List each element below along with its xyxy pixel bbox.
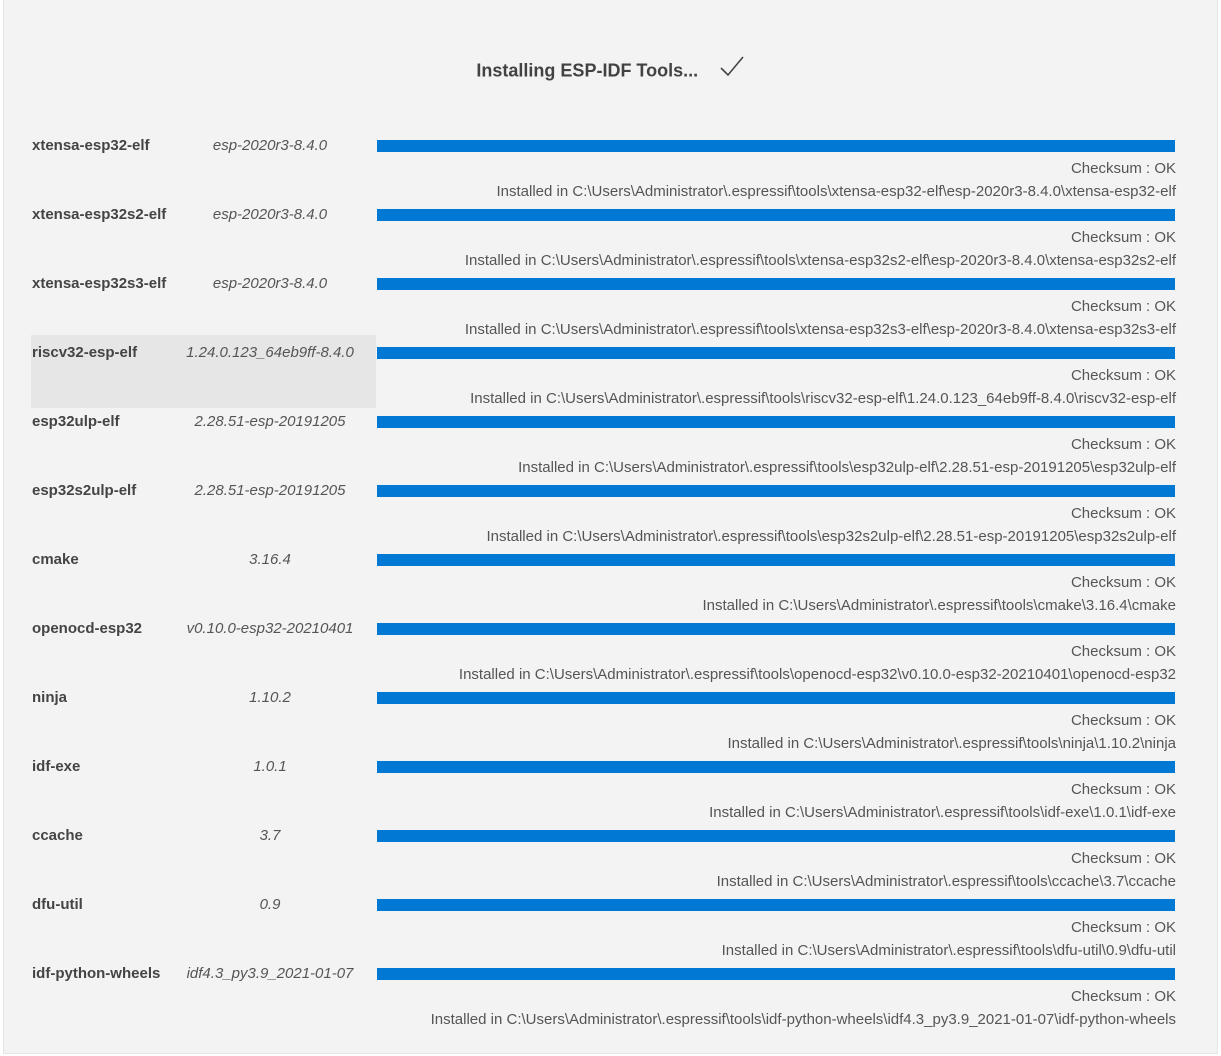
tool-version: idf4.3_py3.9_2021-01-07: [186, 965, 354, 982]
progress-bar: [377, 347, 1175, 359]
checksum-status: Checksum : OK: [1070, 712, 1176, 729]
install-path: Installed in C:\Users\Administrator\.esp…: [470, 390, 1176, 407]
progress-fill: [377, 140, 1175, 152]
progress-bar: [377, 554, 1175, 566]
tool-version: esp-2020r3-8.4.0: [212, 206, 328, 223]
progress-fill: [377, 692, 1175, 704]
tool-name: xtensa-esp32s2-elf: [32, 206, 167, 223]
header: Installing ESP-IDF Tools...: [4, 56, 1217, 84]
tool-version: 1.0.1: [253, 758, 287, 775]
checksum-status: Checksum : OK: [1070, 781, 1176, 798]
tool-row: cmake 3.16.4 Checksum : OK Installed in C:\…: [31, 548, 1176, 617]
progress-bar: [377, 140, 1175, 152]
progress-bar: [377, 416, 1175, 428]
install-path: Installed in C:\Users\Administrator\.esp…: [716, 873, 1176, 890]
progress-bar: [377, 485, 1175, 497]
progress-fill: [377, 623, 1175, 635]
tool-row: idf-exe 1.0.1 Checksum : OK Installed in C:…: [31, 755, 1176, 824]
tool-version: 2.28.51-esp-20191205: [194, 482, 346, 499]
tool-row: riscv32-esp-elf 1.24.0.123_64eb9ff-8.4.0 C…: [31, 335, 1176, 410]
tool-version: 1.24.0.123_64eb9ff-8.4.0: [186, 344, 354, 361]
install-path: Installed in C:\Users\Administrator\.esp…: [702, 597, 1176, 614]
checksum-status: Checksum : OK: [1070, 988, 1176, 1005]
install-path: Installed in C:\Users\Administrator\.esp…: [486, 528, 1176, 545]
tool-row: esp32s2ulp-elf 2.28.51-esp-20191205 Checks…: [31, 479, 1176, 548]
tool-name: riscv32-esp-elf: [32, 344, 138, 361]
progress-bar: [377, 623, 1175, 635]
checksum-status: Checksum : OK: [1070, 643, 1176, 660]
install-path: Installed in C:\Users\Administrator\.esp…: [430, 1011, 1176, 1028]
tool-name: esp32s2ulp-elf: [32, 482, 137, 499]
tool-version: 0.9: [259, 896, 281, 913]
tool-name: openocd-esp32: [32, 620, 143, 637]
tool-row: dfu-util 0.9 Checksum : OK Installed in C:\…: [31, 893, 1176, 962]
checksum-status: Checksum : OK: [1070, 298, 1176, 315]
progress-fill: [377, 485, 1175, 497]
progress-bar: [377, 278, 1175, 290]
tool-row: xtensa-esp32s2-elf esp-2020r3-8.4.0 Checks…: [31, 203, 1176, 272]
tool-name: dfu-util: [32, 896, 83, 913]
tool-name: ccache: [32, 827, 83, 844]
tool-row: ccache 3.7 Checksum : OK Installed in C:\Us…: [31, 824, 1176, 893]
tool-version: esp-2020r3-8.4.0: [212, 275, 328, 292]
page-title: Installing ESP-IDF Tools...: [476, 60, 699, 81]
install-path: Installed in C:\Users\Administrator\.esp…: [727, 735, 1176, 752]
progress-fill: [377, 209, 1175, 221]
tool-name: cmake: [32, 551, 79, 568]
progress-fill: [377, 968, 1175, 980]
tool-row: esp32ulp-elf 2.28.51-esp-20191205 Checksum…: [31, 410, 1176, 479]
checksum-status: Checksum : OK: [1070, 160, 1176, 177]
tool-list: xtensa-esp32-elf esp-2020r3-8.4.0 Checksum…: [31, 134, 1176, 1031]
progress-bar: [377, 899, 1175, 911]
tool-row: ninja 1.10.2 Checksum : OK Installed in C:\…: [31, 686, 1176, 755]
tool-row: xtensa-esp32-elf esp-2020r3-8.4.0 Checksum…: [31, 134, 1176, 203]
tool-row: openocd-esp32 v0.10.0-esp32-20210401 Check…: [31, 617, 1176, 686]
install-path: Installed in C:\Users\Administrator\.esp…: [464, 321, 1176, 338]
progress-bar: [377, 692, 1175, 704]
tool-version: 1.10.2: [249, 689, 291, 706]
install-path: Installed in C:\Users\Administrator\.esp…: [721, 942, 1176, 959]
progress-fill: [377, 347, 1175, 359]
tool-version: esp-2020r3-8.4.0: [212, 137, 328, 154]
tool-version: 3.7: [259, 827, 281, 844]
progress-fill: [377, 830, 1175, 842]
tool-name: xtensa-esp32-elf: [32, 137, 150, 154]
checksum-status: Checksum : OK: [1070, 919, 1176, 936]
tool-name: xtensa-esp32s3-elf: [32, 275, 167, 292]
progress-fill: [377, 416, 1175, 428]
progress-bar: [377, 209, 1175, 221]
progress-fill: [377, 554, 1175, 566]
tool-name: idf-python-wheels: [32, 965, 161, 982]
progress-fill: [377, 761, 1175, 773]
tool-version: v0.10.0-esp32-20210401: [186, 620, 354, 637]
checksum-status: Checksum : OK: [1070, 850, 1176, 867]
tool-row: idf-python-wheels idf4.3_py3.9_2021-01-07…: [31, 962, 1176, 1031]
progress-fill: [377, 278, 1175, 290]
install-path: Installed in C:\Users\Administrator\.esp…: [464, 252, 1176, 269]
tool-name: ninja: [32, 689, 68, 706]
tool-version: 2.28.51-esp-20191205: [194, 413, 346, 430]
progress-bar: [377, 830, 1175, 842]
install-panel: Installing ESP-IDF Tools... xtensa-esp32…: [3, 0, 1218, 1054]
install-path: Installed in C:\Users\Administrator\.esp…: [496, 183, 1177, 200]
progress-bar: [377, 761, 1175, 773]
tool-version: 3.16.4: [249, 551, 291, 568]
tool-row: xtensa-esp32s3-elf esp-2020r3-8.4.0 Checks…: [31, 272, 1176, 341]
progress-fill: [377, 899, 1175, 911]
checksum-status: Checksum : OK: [1070, 505, 1176, 522]
install-path: Installed in C:\Users\Administrator\.esp…: [709, 804, 1176, 821]
checksum-status: Checksum : OK: [1070, 436, 1176, 453]
progress-bar: [377, 968, 1175, 980]
install-path: Installed in C:\Users\Administrator\.esp…: [518, 459, 1176, 476]
tool-name: idf-exe: [32, 758, 81, 775]
install-path: Installed in C:\Users\Administrator\.esp…: [458, 666, 1176, 683]
checksum-status: Checksum : OK: [1070, 229, 1176, 246]
tool-name: esp32ulp-elf: [32, 413, 120, 430]
checkmark-icon: [719, 54, 745, 80]
checksum-status: Checksum : OK: [1070, 367, 1176, 384]
checksum-status: Checksum : OK: [1070, 574, 1176, 591]
